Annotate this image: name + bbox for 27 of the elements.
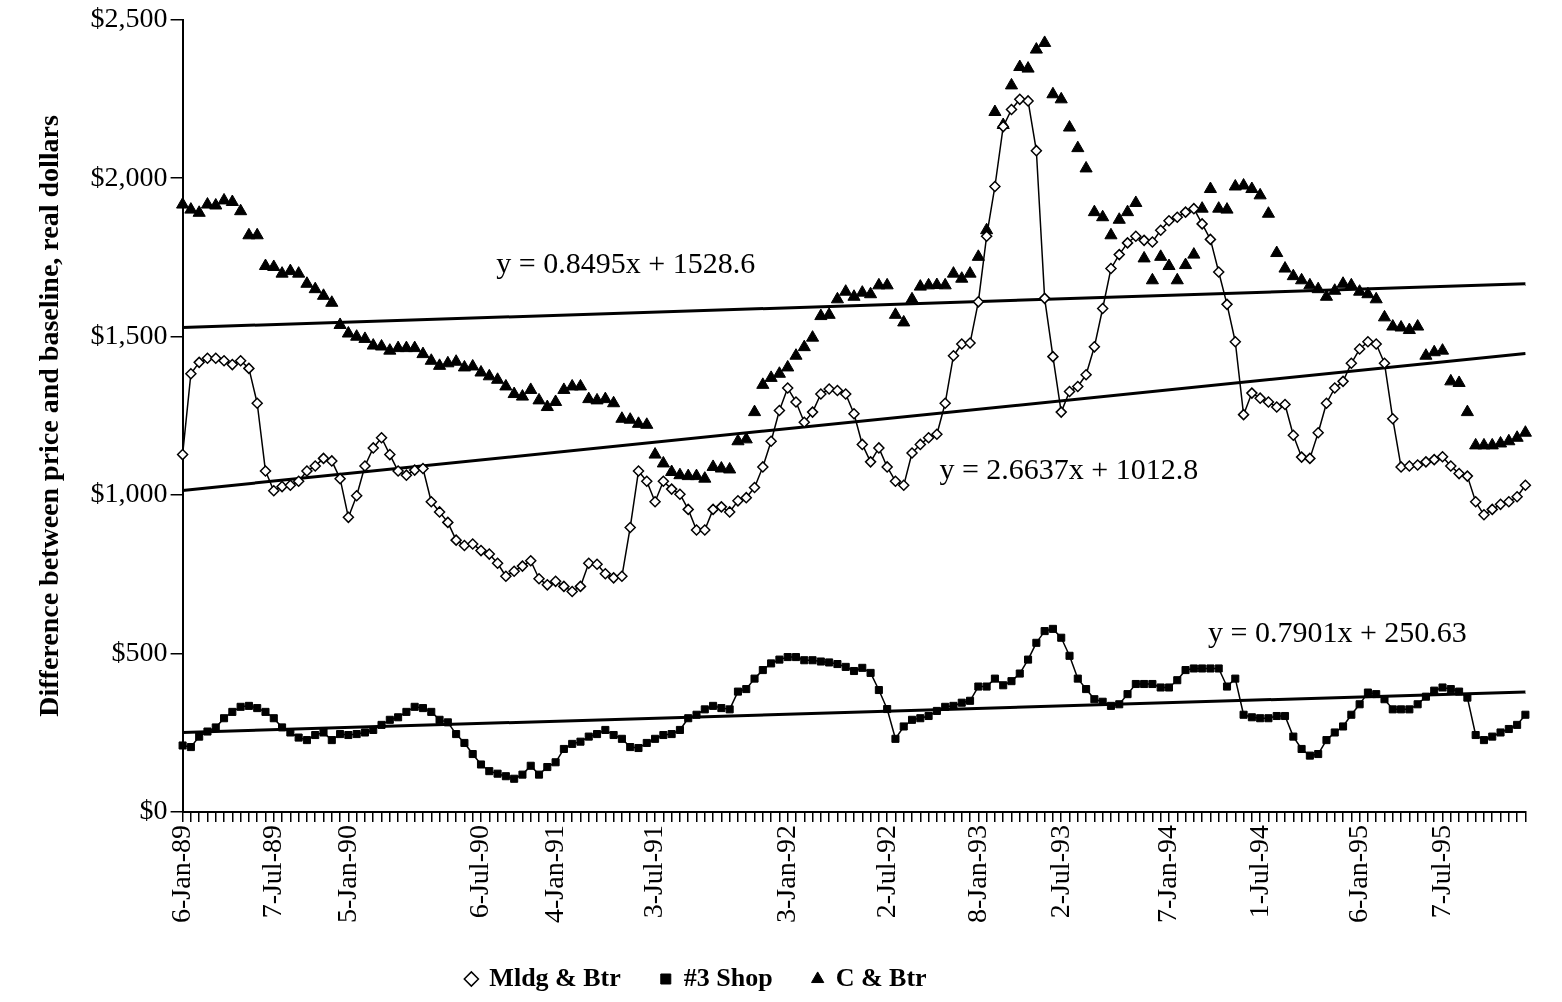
legend-label: Mldg & Btr (489, 962, 621, 992)
y-tick-label: $0 (139, 794, 168, 826)
x-tick-label: 6-Jan-89 (164, 825, 196, 924)
y-tick-label: $2,000 (90, 160, 168, 192)
annotation: y = 2.6637x + 1012.8 (939, 452, 1199, 486)
annotation: y = 0.8495x + 1528.6 (496, 246, 756, 280)
x-tick-label: 3-Jul-91 (637, 825, 669, 919)
x-tick-label: 8-Jan-93 (960, 825, 992, 924)
x-tick-label: 2-Jul-93 (1043, 825, 1075, 919)
y-axis-title: Difference between price and baseline, real dollars (33, 114, 65, 717)
x-tick-label: 6-Jan-95 (1341, 825, 1373, 924)
y-tick-label: $1,500 (90, 319, 168, 351)
x-tick-label: 3-Jan-92 (770, 825, 802, 924)
y-tick-label: $1,000 (90, 477, 168, 509)
x-tick-label: 7-Jul-95 (1424, 825, 1456, 919)
x-tick-label: 6-Jul-90 (463, 825, 495, 919)
x-tick-label: 7-Jan-94 (1151, 825, 1183, 924)
legend-label: C & Btr (835, 962, 927, 992)
x-tick-label: 4-Jan-91 (537, 825, 569, 924)
x-tick-label: 1-Jul-94 (1242, 825, 1274, 919)
legend-label: #3 Shop (683, 962, 773, 992)
y-tick-label: $2,500 (90, 2, 168, 34)
x-tick-label: 2-Jul-92 (869, 825, 901, 919)
x-tick-label: 5-Jan-90 (330, 825, 362, 924)
x-tick-label: 7-Jul-89 (256, 825, 288, 919)
annotation: y = 0.7901x + 250.63 (1207, 614, 1467, 648)
y-tick-label: $500 (111, 635, 168, 667)
